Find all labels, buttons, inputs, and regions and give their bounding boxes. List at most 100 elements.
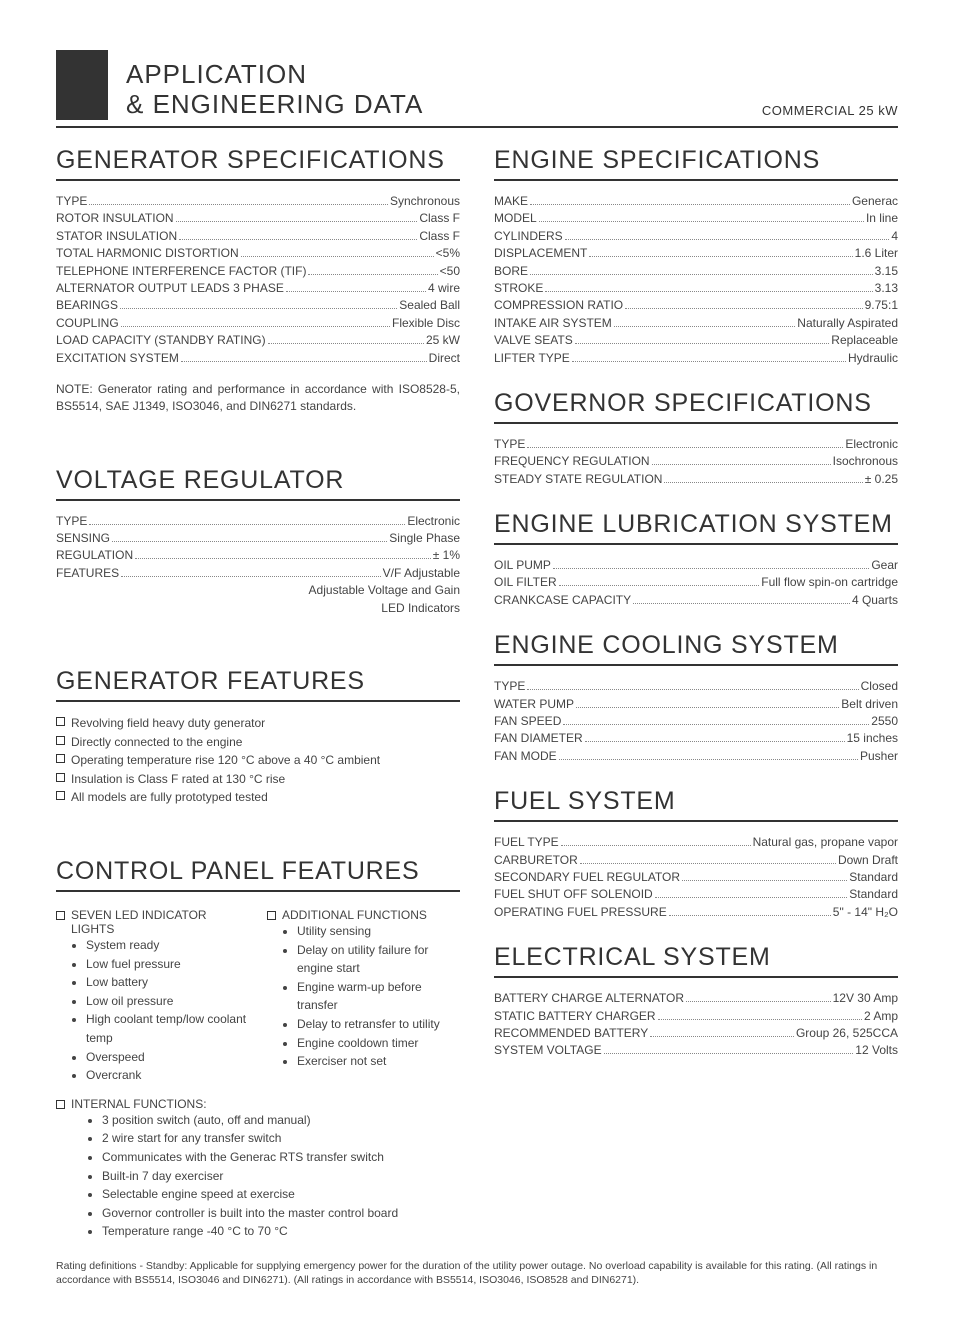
leader-dots [181,361,427,362]
leader-dots [527,689,858,690]
spec-row: REGULATION± 1% [56,547,460,564]
checkbox-icon [267,911,276,920]
feature-item: Directly connected to the engine [56,733,460,752]
spec-row: TYPEClosed [494,678,898,695]
spec-label: FREQUENCY REGULATION [494,453,650,470]
spec-value: 15 inches [847,730,898,747]
spec-label: REGULATION [56,547,133,564]
leader-dots [664,482,862,483]
header-right: COMMERCIAL 25 kW [762,103,898,120]
spec-value: 1.6 Liter [855,245,898,262]
spec-row: BEARINGSSealed Ball [56,297,460,314]
spec-value: 3.15 [875,263,898,280]
section-title-control-panel: CONTROL PANEL FEATURES [56,857,460,892]
leader-dots [559,585,760,586]
list-item: Engine cooldown timer [297,1034,460,1053]
spec-row: FAN SPEED2550 [494,713,898,730]
section-title-electrical: ELECTRICAL SYSTEM [494,943,898,978]
voltage-regulator-extras: Adjustable Voltage and GainLED Indicator… [56,582,460,617]
spec-row: FREQUENCY REGULATIONIsochronous [494,453,898,470]
spec-label: STEADY STATE REGULATION [494,471,662,488]
spec-value: Hydraulic [848,350,898,367]
list-item: Selectable engine speed at exercise [102,1185,460,1204]
leader-dots [530,204,850,205]
spec-value: Standard [849,886,898,903]
spec-label: FAN MODE [494,748,557,765]
leader-dots [179,239,417,240]
spec-value: Class F [419,228,460,245]
list-item: 3 position switch (auto, off and manual) [102,1111,460,1130]
feature-text: Operating temperature rise 120 °C above … [71,751,380,770]
spec-row: LIFTER TYPEHydraulic [494,350,898,367]
spec-value: Flexible Disc [392,315,460,332]
cp-col2-head: ADDITIONAL FUNCTIONS [267,908,460,922]
spec-row: TYPEElectronic [56,513,460,530]
spec-label: TYPE [494,436,525,453]
spec-row: CYLINDERS4 [494,228,898,245]
list-item: High coolant temp/low coolant temp [86,1010,249,1047]
checkbox-icon [56,717,65,726]
spec-row: STROKE3.13 [494,280,898,297]
leader-dots [686,1001,831,1002]
spec-label: INTAKE AIR SYSTEM [494,315,612,332]
spec-value: Belt driven [841,696,898,713]
spec-value: Direct [429,350,460,367]
spec-label: COUPLING [56,315,119,332]
spec-label: DISPLACEMENT [494,245,587,262]
spec-label: TELEPHONE INTERFERENCE FACTOR (TIF) [56,263,306,280]
section-title-generator-features: GENERATOR FEATURES [56,667,460,702]
leader-dots [585,741,845,742]
spec-label: SYSTEM VOLTAGE [494,1042,602,1059]
section-title-lubrication: ENGINE LUBRICATION SYSTEM [494,510,898,545]
spec-label: BORE [494,263,528,280]
section-title-engine-specs: ENGINE SPECIFICATIONS [494,146,898,181]
section-title-cooling: ENGINE COOLING SYSTEM [494,631,898,666]
section-title-generator-specs: GENERATOR SPECIFICATIONS [56,146,460,181]
spec-row: OPERATING FUEL PRESSURE5" - 14" H₂O [494,904,898,921]
spec-row: SECONDARY FUEL REGULATORStandard [494,869,898,886]
spec-row: OIL FILTERFull flow spin-on cartridge [494,574,898,591]
list-item: Low battery [86,973,249,992]
spec-label: TYPE [494,678,525,695]
leader-dots [625,308,863,309]
spec-label: BEARINGS [56,297,118,314]
spec-value: Standard [849,869,898,886]
section-title-voltage-regulator: VOLTAGE REGULATOR [56,466,460,501]
spec-value: Pusher [860,748,898,765]
leader-dots [135,558,431,559]
spec-label: MAKE [494,193,528,210]
leader-dots [589,256,852,257]
extra-line: LED Indicators [56,600,460,617]
leader-dots [308,274,437,275]
spec-value: Down Draft [838,852,898,869]
spec-label: MODEL [494,210,537,227]
leader-dots [604,1053,854,1054]
leader-dots [572,361,846,362]
spec-label: FEATURES [56,565,119,582]
spec-value: Electronic [407,513,460,530]
list-item: Delay to retransfer to utility [297,1015,460,1034]
feature-text: Insulation is Class F rated at 130 °C ri… [71,770,285,789]
spec-label: RECOMMENDED BATTERY [494,1025,648,1042]
feature-item: Operating temperature rise 120 °C above … [56,751,460,770]
leader-dots [655,897,848,898]
spec-value: <50 [440,263,460,280]
checkbox-icon [56,736,65,745]
spec-label: WATER PUMP [494,696,574,713]
leader-dots [614,326,795,327]
cp-col-2: ADDITIONAL FUNCTIONS Utility sensingDela… [267,904,460,1085]
page: APPLICATION & ENGINEERING DATA COMMERCIA… [0,0,954,1317]
spec-label: CARBURETOR [494,852,578,869]
spec-row: CARBURETOR Down Draft [494,852,898,869]
spec-value: 9.75:1 [865,297,898,314]
spec-value: Gear [871,557,898,574]
spec-value: Class F [419,210,460,227]
leader-dots [658,1019,862,1020]
cp-internal-head-text: INTERNAL FUNCTIONS: [71,1097,207,1111]
cooling-table: TYPEClosedWATER PUMP Belt drivenFAN SPEED… [494,678,898,765]
spec-label: VALVE SEATS [494,332,573,349]
spec-value: Group 26, 525CCA [796,1025,898,1042]
spec-row: MODELIn line [494,210,898,227]
spec-label: OPERATING FUEL PRESSURE [494,904,667,921]
spec-row: LOAD CAPACITY (STANDBY RATING)25 kW [56,332,460,349]
